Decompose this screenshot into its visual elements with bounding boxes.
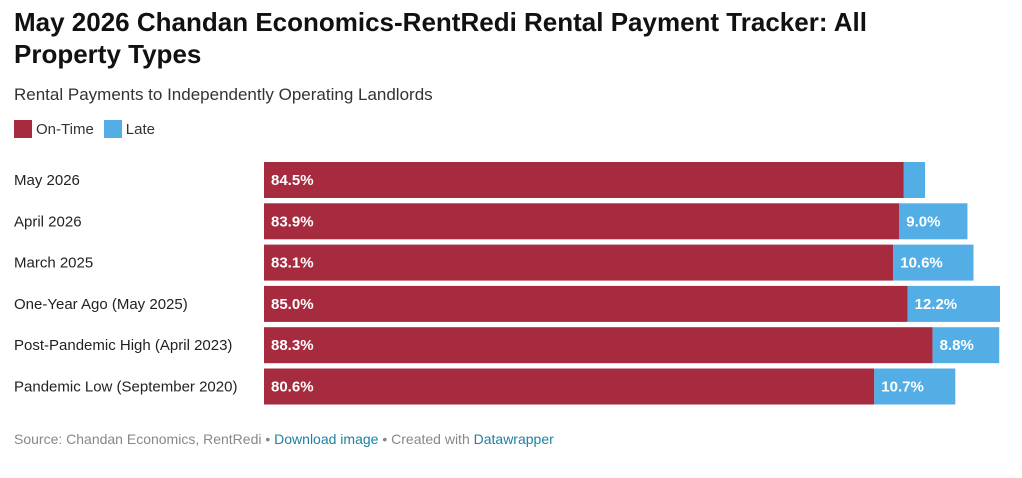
chart-footer: Source: Chandan Economics, RentRedi • Do… <box>14 431 554 447</box>
data-label-on-time: 84.5% <box>271 172 314 189</box>
bar-late <box>893 244 974 281</box>
chart-subtitle: Rental Payments to Independently Operati… <box>14 85 433 104</box>
datawrapper-link[interactable]: Datawrapper <box>473 431 554 447</box>
bar-late <box>932 327 1000 364</box>
footer-separator: • <box>378 431 392 447</box>
data-label-on-time: 83.9% <box>271 213 314 230</box>
category-label: Post-Pandemic High (April 2023) <box>14 337 232 354</box>
legend-label-on-time: On-Time <box>36 120 94 138</box>
source-note: Source: Chandan Economics, RentRedi <box>14 431 262 447</box>
footer-separator: • <box>261 431 275 447</box>
legend: On-Time Late <box>14 118 1008 140</box>
category-label: March 2025 <box>14 255 93 272</box>
data-label-late: 9.0% <box>906 213 940 230</box>
bar-late <box>903 162 926 198</box>
bar-on-time <box>264 244 894 281</box>
bar-late <box>899 203 968 240</box>
data-label-on-time: 88.3% <box>271 337 314 354</box>
data-label-late: 12.2% <box>915 296 958 313</box>
bar-on-time <box>264 162 904 198</box>
created-with-text: Created with <box>391 431 474 447</box>
bar-on-time <box>264 285 908 322</box>
legend-swatch-late <box>103 120 122 138</box>
bar-on-time <box>264 203 900 240</box>
legend-label-late: Late <box>125 120 155 138</box>
data-label-late: 8.8% <box>940 337 974 354</box>
category-label: May 2026 <box>14 172 80 189</box>
legend-swatch-on-time <box>14 120 32 138</box>
data-label-on-time: 80.6% <box>271 379 314 396</box>
data-label-late: 10.6% <box>900 255 943 272</box>
data-label-on-time: 83.1% <box>271 255 314 272</box>
legend-item-on-time: On-Time <box>14 120 94 138</box>
bar-chart: May 2026 84.5% April 2026 83.9% 9.0% March 20… <box>14 162 1000 405</box>
bar-late <box>907 285 1000 322</box>
bar-late <box>874 368 956 405</box>
legend-item-late: Late <box>103 120 155 138</box>
chart-title: May 2026 Chandan Economics-RentRedi Rent… <box>14 7 867 69</box>
category-label: Pandemic Low (September 2020) <box>14 379 237 396</box>
category-label: April 2026 <box>14 213 82 230</box>
data-label-on-time: 85.0% <box>271 296 314 313</box>
data-label-late: 10.7% <box>881 379 924 396</box>
bar-on-time <box>264 368 875 405</box>
category-label: One-Year Ago (May 2025) <box>14 296 188 313</box>
bar-on-time <box>264 327 933 364</box>
download-image-link[interactable]: Download image <box>274 431 379 447</box>
